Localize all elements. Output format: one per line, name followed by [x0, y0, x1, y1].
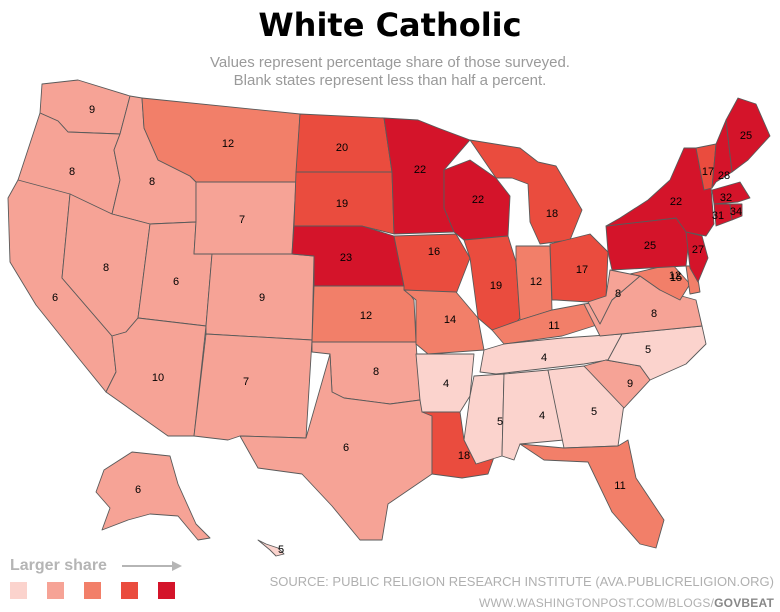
value-label-me: 25 — [740, 130, 752, 142]
state-nj — [685, 231, 709, 283]
value-label-mn: 22 — [414, 164, 426, 176]
value-label-ma: 32 — [720, 192, 732, 204]
legend-swatch-2 — [47, 582, 64, 599]
byline-brand: GOVBEAT — [714, 596, 774, 610]
state-nc — [605, 325, 707, 381]
byline-url: WWW.WASHINGTONPOST.COM/BLOGS/ — [478, 596, 715, 610]
value-label-hi: 5 — [278, 544, 284, 556]
state-ny — [605, 147, 715, 237]
value-labels-layer: 9 8 6 8 8 6 10 12 7 9 7 20 19 23 12 8 6 22 16 14 4 18 22 19 18 12… — [52, 104, 752, 556]
value-label-ca: 6 — [52, 292, 58, 304]
value-label-ms: 5 — [497, 416, 503, 428]
state-ks — [311, 285, 417, 343]
value-label-vt: 17 — [702, 166, 714, 178]
state-fl — [519, 439, 665, 549]
value-label-ct: 31 — [712, 210, 724, 222]
value-label-md: 15 — [670, 272, 682, 284]
value-label-or: 8 — [69, 166, 75, 178]
arrow-right-icon — [122, 561, 182, 571]
state-tx — [239, 353, 433, 541]
value-label-az: 10 — [152, 372, 164, 384]
value-label-ak: 6 — [135, 484, 141, 496]
legend-swatch-1 — [10, 582, 27, 599]
value-label-nd: 20 — [336, 142, 348, 154]
value-label-nv: 8 — [103, 262, 109, 274]
state-ma — [711, 181, 751, 205]
legend-swatch-3 — [84, 582, 101, 599]
state-nm — [193, 333, 313, 441]
value-label-in: 12 — [530, 276, 542, 288]
state-nh — [711, 119, 733, 189]
value-label-il: 19 — [490, 280, 502, 292]
legend-scale — [10, 582, 175, 599]
value-label-oh: 17 — [576, 264, 588, 276]
state-mi — [469, 139, 583, 245]
value-label-sc: 9 — [627, 378, 633, 390]
state-me — [725, 97, 771, 173]
value-label-pa: 25 — [644, 240, 656, 252]
state-ak — [95, 451, 211, 541]
state-sd — [293, 171, 395, 235]
value-label-wa: 9 — [89, 104, 95, 116]
value-label-wi: 22 — [472, 194, 484, 206]
value-label-mt: 12 — [222, 138, 234, 150]
value-label-al: 4 — [539, 410, 545, 422]
value-label-ut: 6 — [173, 276, 179, 288]
state-az — [105, 317, 207, 437]
value-label-ne: 23 — [340, 252, 352, 264]
value-label-co: 9 — [259, 292, 265, 304]
value-label-ga: 5 — [591, 406, 597, 418]
value-label-tn: 4 — [541, 352, 547, 364]
value-label-wy: 7 — [239, 214, 245, 226]
state-ri — [729, 203, 743, 221]
map-title: White Catholic — [258, 6, 522, 44]
value-label-ri: 34 — [730, 206, 742, 218]
value-label-mi: 18 — [546, 208, 558, 220]
source-credit: SOURCE: PUBLIC RELIGION RESEARCH INSTITU… — [269, 574, 774, 589]
value-label-nh: 28 — [718, 170, 730, 182]
value-label-sd: 19 — [336, 198, 348, 210]
value-label-ky: 11 — [548, 320, 559, 332]
value-label-va: 8 — [651, 308, 657, 320]
value-label-mo: 14 — [444, 314, 456, 326]
value-label-ny: 22 — [670, 196, 682, 208]
value-label-de: 12 — [669, 270, 681, 282]
value-label-la: 18 — [458, 450, 470, 462]
value-label-ok: 8 — [373, 366, 379, 378]
state-hi — [257, 539, 285, 557]
subtitle-line-2: Blank states represent less than half a … — [233, 72, 547, 89]
states-layer — [7, 79, 771, 557]
value-label-wv: 8 — [615, 288, 621, 300]
subtitle-line-1: Values represent percentage share of tho… — [210, 54, 570, 71]
value-label-id: 8 — [149, 176, 155, 188]
value-label-ks: 12 — [360, 310, 372, 322]
value-label-nc: 5 — [645, 344, 651, 356]
byline: WWW.WASHINGTONPOST.COM/BLOGS/GOVBEAT — [479, 596, 774, 610]
legend-swatch-5 — [158, 582, 175, 599]
value-label-nj: 27 — [692, 244, 704, 256]
value-label-ar: 4 — [443, 378, 449, 390]
legend-swatch-4 — [121, 582, 138, 599]
value-label-tx: 6 — [343, 442, 349, 454]
value-label-fl: 11 — [614, 480, 625, 492]
state-ia — [393, 233, 471, 295]
state-mo — [403, 289, 485, 355]
legend-title: Larger share — [10, 557, 107, 574]
map-subtitle: Values represent percentage share of tho… — [0, 54, 780, 90]
value-label-ia: 16 — [428, 246, 440, 258]
value-label-nm: 7 — [243, 376, 249, 388]
